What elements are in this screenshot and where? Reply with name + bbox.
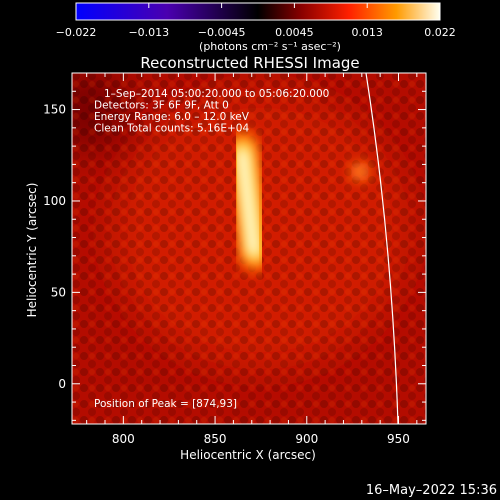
x-tick-label: 950	[387, 432, 410, 446]
colorbar-tick-label: 0.0045	[275, 26, 314, 39]
solar-limb	[365, 73, 399, 424]
colorbar-tick-label: 0.013	[351, 26, 383, 39]
y-tick-label: 0	[58, 377, 66, 391]
colorbar-tick-label: −0.013	[128, 26, 169, 39]
secondary-source-core	[355, 167, 364, 176]
heatmap-sources	[225, 131, 370, 272]
colorbar-tick-label: 0.022	[424, 26, 456, 39]
y-tick-label: 150	[43, 103, 66, 117]
x-axis: 800 850 900 950	[86, 73, 418, 446]
colorbar-tick-label: −0.0045	[198, 26, 246, 39]
colorbar-unit-label: (photons cm⁻² s⁻¹ asec⁻²)	[199, 40, 341, 53]
y-tick-label: 50	[51, 285, 66, 299]
annotation-block: 1–Sep–2014 05:00:20.000 to 05:06:20.000D…	[94, 88, 329, 135]
colorbar-gradient	[75, 2, 441, 21]
plot-frame	[71, 72, 427, 425]
annotation-line: Clean Total counts: 5.16E+04	[94, 123, 249, 135]
colorbar-tick-label: −0.022	[56, 26, 97, 39]
y-axis: 0 50 100 150	[43, 72, 426, 421]
y-axis-label: Heliocentric Y (arcsec)	[25, 183, 39, 318]
annotation-line: Energy Range: 6.0 – 12.0 keV	[94, 111, 250, 123]
source-core	[237, 148, 259, 257]
chart-title: Reconstructed RHESSI Image	[140, 54, 359, 72]
plot-area	[72, 73, 426, 424]
x-tick-label: 900	[295, 432, 318, 446]
timestamp: 16–May–2022 15:36	[366, 483, 497, 498]
x-axis-label: Heliocentric X (arcsec)	[180, 448, 316, 462]
peak-position-label: Position of Peak = [874,93]	[94, 398, 237, 410]
x-tick-label: 850	[204, 432, 227, 446]
annotation-line: Detectors: 3F 6F 9F, Att 0	[94, 100, 229, 112]
y-tick-label: 100	[43, 194, 66, 208]
x-tick-label: 800	[112, 432, 135, 446]
colorbar: −0.022 −0.013 −0.0045 0.0045 0.013 0.022 (pho…	[56, 2, 456, 53]
colorbar-ticks: −0.022 −0.013 −0.0045 0.0045 0.013 0.022	[56, 3, 456, 39]
annotation-line: 1–Sep–2014 05:00:20.000 to 05:06:20.000	[104, 88, 329, 100]
